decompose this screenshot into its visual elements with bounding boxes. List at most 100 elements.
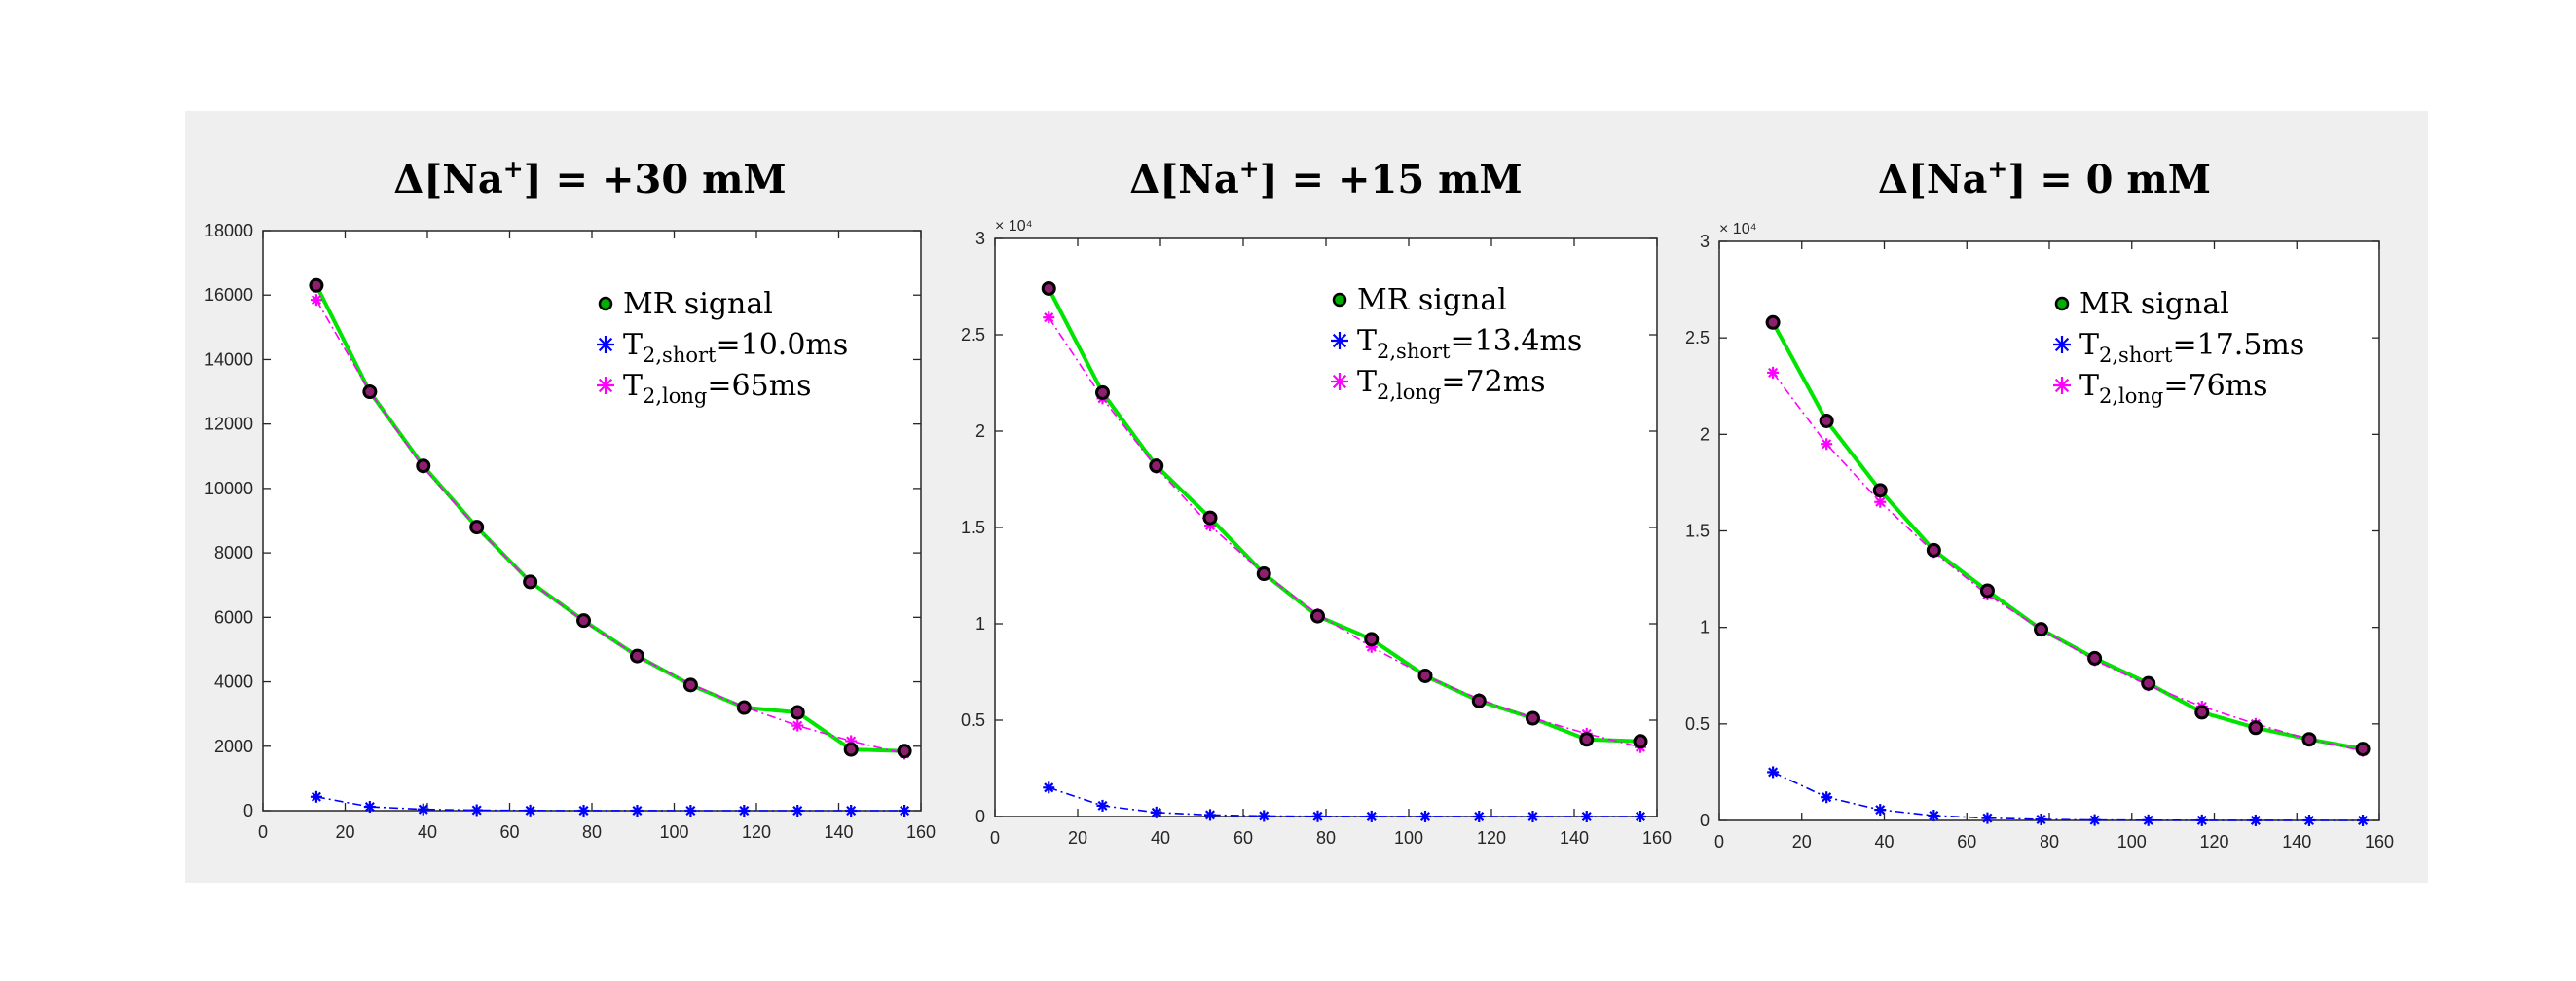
legend-label: MR signal (2079, 287, 2229, 321)
y-exponent-label: × 10⁴ (995, 218, 1033, 235)
point-t2-short (2249, 814, 2262, 826)
point-t2-short (1311, 810, 1324, 822)
point-t2-short-stroke (846, 805, 857, 817)
x-tick-label: 20 (1068, 828, 1087, 848)
x-tick-label: 160 (1642, 828, 1672, 848)
legend-label-subscript: 2,long (643, 384, 707, 408)
point-t2-short-stroke (1875, 805, 1886, 816)
point-mr-signal (469, 520, 485, 535)
legend-marker-t2-long-stroke (598, 378, 613, 393)
y-tick-label: 14000 (204, 349, 253, 369)
point-mr-signal (1471, 693, 1487, 708)
x-tick-label: 40 (1874, 832, 1894, 852)
legend-label: T2,short=13.4ms (1357, 324, 1582, 363)
y-tick-label: 1 (975, 614, 985, 634)
point-mr-signal (2141, 675, 2156, 691)
y-exponent-label: × 10⁴ (1719, 221, 1757, 237)
legend-label-subscript: 2,short (643, 344, 717, 367)
point-t2-long-stroke (1044, 312, 1054, 323)
x-tick-label: 20 (335, 822, 354, 842)
point-mr-signal (1310, 608, 1325, 624)
point-t2-short (684, 805, 697, 817)
x-tick-label: 160 (2365, 832, 2394, 852)
point-mr-signal (1819, 413, 1834, 428)
point-mr-signal (1926, 542, 1941, 558)
legend-label-value: =65ms (707, 369, 811, 403)
point-t2-short-stroke (1204, 810, 1216, 820)
legend-label: T2,long=76ms (2079, 369, 2268, 408)
point-mr-signal (523, 574, 538, 590)
legend-label-subscript: 2,long (2099, 384, 2163, 408)
point-t2-short-stroke (1581, 811, 1592, 822)
x-tick-label: 120 (742, 822, 771, 842)
legend-label-value: =13.4ms (1450, 324, 1582, 358)
x-tick-label: 60 (1957, 832, 1976, 852)
point-t2-short (1419, 810, 1431, 822)
series-line-t2-long (1772, 372, 2364, 752)
y-tick-label: 0 (243, 801, 253, 820)
legend-label-value: =10.0ms (716, 328, 848, 362)
x-tick-label: 80 (582, 822, 602, 842)
point-t2-short-stroke (1151, 807, 1161, 818)
point-t2-short-stroke (1366, 811, 1377, 821)
legend-label-subscript: 2,short (1377, 340, 1451, 363)
point-t2-long-stroke (792, 720, 803, 731)
point-mr-signal (1041, 280, 1056, 296)
legend-label-value: =72ms (1441, 365, 1545, 399)
point-t2-short-stroke (2250, 815, 2261, 825)
point-mr-signal (790, 705, 805, 720)
legend-marker-t2-short (597, 336, 614, 353)
y-tick-label: 8000 (214, 543, 253, 563)
y-tick-label: 3 (1700, 232, 1710, 251)
legend-label-main: T (623, 369, 643, 403)
x-tick-label: 120 (2199, 832, 2228, 852)
y-tick-label: 6000 (214, 607, 253, 627)
x-tick-label: 60 (499, 822, 519, 842)
legend-label: T2,long=72ms (1357, 365, 1546, 404)
x-tick-label: 0 (1714, 832, 1724, 852)
y-tick-label: 2 (975, 421, 985, 441)
x-tick-label: 140 (1560, 828, 1589, 848)
point-t2-short-stroke (1474, 811, 1485, 822)
chart-title-superscript: + (1239, 155, 1260, 183)
y-tick-label: 0 (1700, 811, 1710, 830)
chart-title-suffix: ] = +15 mM (1260, 157, 1523, 202)
series-line-t2-short (1048, 786, 1640, 818)
x-tick-label: 40 (418, 822, 437, 842)
y-tick-label: 10000 (204, 479, 253, 498)
point-t2-short (2302, 814, 2315, 826)
point-t2-short (2035, 814, 2047, 826)
point-mr-signal (1872, 483, 1888, 498)
y-tick-label: 18000 (204, 221, 253, 240)
point-t2-short (1043, 781, 1055, 794)
point-t2-short-stroke (1635, 811, 1646, 822)
y-tick-label: 0.5 (961, 710, 985, 730)
point-t2-short (1150, 806, 1162, 818)
chart-title-suffix: ] = +30 mM (524, 157, 787, 202)
legend-marker-t2-long (1331, 373, 1348, 390)
legend-label-main: T (1357, 365, 1377, 399)
chart-panel-1: Δ[Na+] = +30 mM 0 20 40 60 80 100 120 140 160 0 200… (204, 155, 936, 842)
point-t2-long-stroke (311, 295, 321, 306)
point-mr-signal (1149, 458, 1164, 474)
point-t2-short (1204, 809, 1216, 821)
point-t2-short-stroke (2089, 815, 2100, 825)
series-line-t2-long (315, 299, 905, 755)
legend-marker-t2-short (1331, 332, 1348, 349)
point-t2-short-stroke (1044, 782, 1054, 793)
point-mr-signal (576, 613, 592, 629)
point-t2-short (738, 805, 751, 817)
point-t2-short (2142, 814, 2154, 826)
point-mr-signal (2194, 705, 2210, 720)
point-mr-signal (843, 742, 859, 757)
point-mr-signal (2248, 720, 2263, 736)
point-t2-short (1473, 811, 1486, 822)
point-mr-signal (1417, 668, 1433, 683)
y-tick-label: 1.5 (961, 518, 985, 537)
point-t2-short (1767, 766, 1780, 779)
series-line-mr-signal (1771, 321, 2364, 751)
point-t2-long (1874, 495, 1887, 508)
point-mr-signal (736, 700, 752, 715)
point-mr-signal (2355, 742, 2371, 757)
